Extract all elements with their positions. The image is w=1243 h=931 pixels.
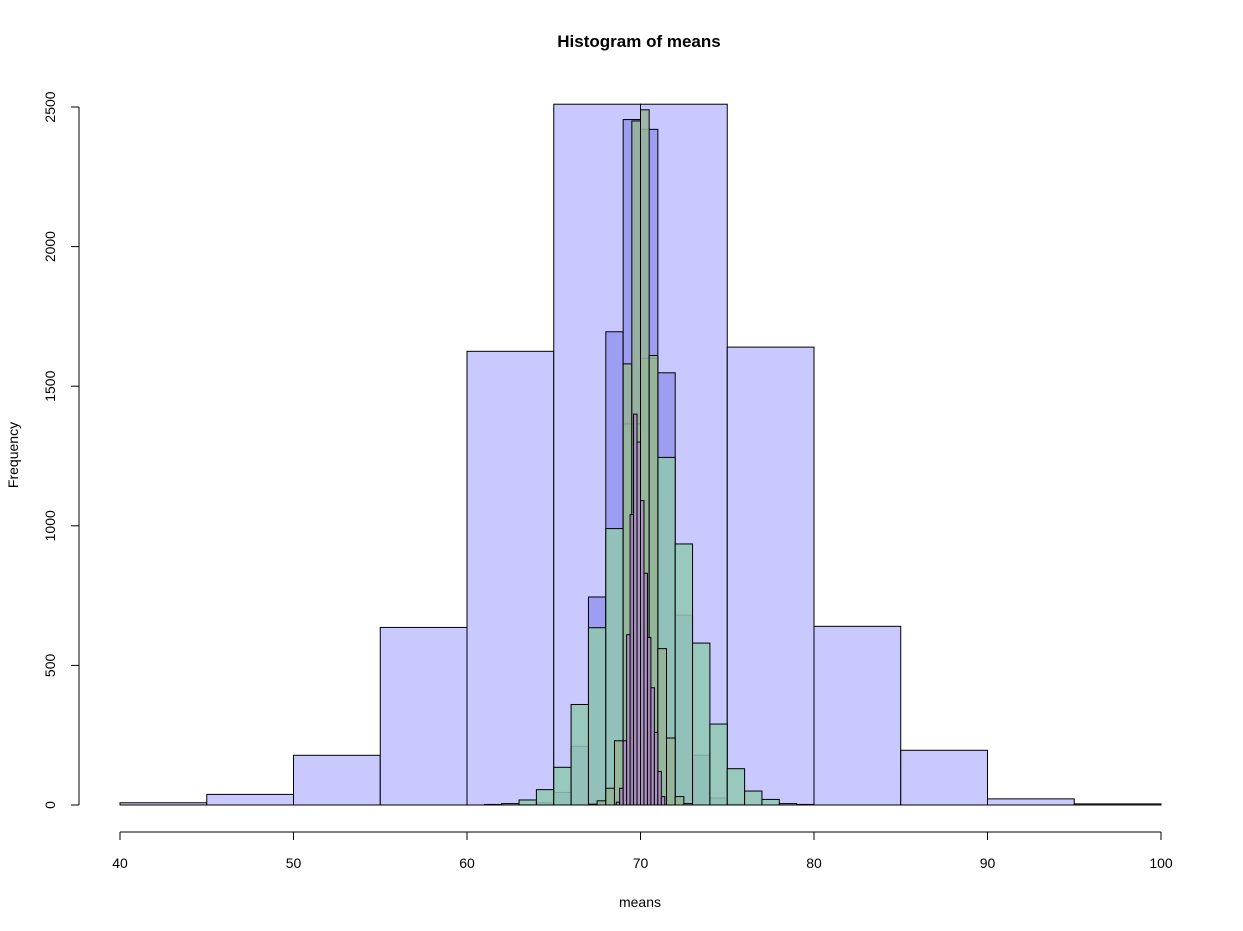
bar-series3-2 <box>501 803 520 806</box>
y-tick-label-2000: 2000 <box>42 231 58 262</box>
x-tick-label-60: 60 <box>459 855 475 871</box>
bar-series4-11 <box>674 796 685 806</box>
bar-series3-17 <box>761 798 780 806</box>
bar-series1-4 <box>379 626 468 806</box>
x-tick-label-80: 80 <box>806 855 822 871</box>
x-tick-label-100: 100 <box>1149 855 1173 871</box>
bar-series3-6 <box>570 703 589 806</box>
bar-series3-4 <box>535 789 555 806</box>
bar-series1-2 <box>206 793 294 806</box>
bar-series3-16 <box>744 790 763 806</box>
y-tick-label-2500: 2500 <box>42 91 58 122</box>
bar-series1-8 <box>726 346 815 806</box>
bar-series4-3 <box>605 787 615 806</box>
y-axis: 0 500 1000 1500 2000 2500 <box>42 91 80 809</box>
bar-series1-9 <box>813 625 902 806</box>
y-tick-label-0: 0 <box>42 801 58 809</box>
x-tick-label-70: 70 <box>633 855 649 871</box>
bar-series1-11 <box>987 798 1075 806</box>
bar-series3-3 <box>518 799 537 806</box>
bar-series1-10 <box>900 749 988 806</box>
bar-series3-15 <box>726 768 746 806</box>
x-tick-label-90: 90 <box>980 855 996 871</box>
x-tick-label-50: 50 <box>286 855 302 871</box>
bar-series4-12 <box>683 803 694 806</box>
x-axis: 40 50 60 70 80 90 100 <box>112 831 1173 871</box>
bar-series1-5 <box>466 350 555 806</box>
bar-series5-10 <box>646 636 652 806</box>
bar-series5-8 <box>640 500 645 806</box>
bar-series4-2 <box>596 800 607 806</box>
y-tick-label-1000: 1000 <box>42 510 58 541</box>
bar-series3-1 <box>483 803 503 806</box>
y-tick-label-1500: 1500 <box>42 370 58 401</box>
bar-series5-4 <box>626 634 631 806</box>
bar-series5-12 <box>653 731 659 806</box>
series-5 <box>615 413 666 806</box>
bar-series4-10 <box>666 737 676 806</box>
bar-series5-7 <box>636 441 642 806</box>
bar-series3-12 <box>674 543 694 806</box>
bar-series3-18 <box>778 803 798 806</box>
y-tick-label-500: 500 <box>42 654 58 678</box>
bar-series1-12 <box>1073 803 1162 806</box>
bar-series1-1 <box>119 802 208 806</box>
bar-series5-5 <box>629 514 635 806</box>
bar-series3-14 <box>709 723 728 806</box>
bars-layer <box>119 103 1162 806</box>
x-axis-label: means <box>619 894 661 910</box>
x-tick-label-40: 40 <box>112 855 128 871</box>
bar-series5-1 <box>615 801 621 806</box>
bar-series5-14 <box>660 796 666 806</box>
bar-series5-3 <box>622 740 628 806</box>
bar-series1-3 <box>293 754 381 806</box>
y-axis-label: Frequency <box>5 422 21 488</box>
bar-series3-19 <box>796 803 815 806</box>
bar-series3-13 <box>692 642 711 806</box>
bar-series5-2 <box>619 787 624 806</box>
bar-series3-5 <box>553 766 572 806</box>
bar-series5-9 <box>643 572 648 806</box>
bar-series5-13 <box>657 771 662 806</box>
bar-series3-7 <box>587 627 607 806</box>
bar-series4-1 <box>587 803 598 806</box>
bar-series5-11 <box>650 687 655 806</box>
chart-title: Histogram of means <box>557 32 720 51</box>
bar-series5-6 <box>633 413 638 806</box>
